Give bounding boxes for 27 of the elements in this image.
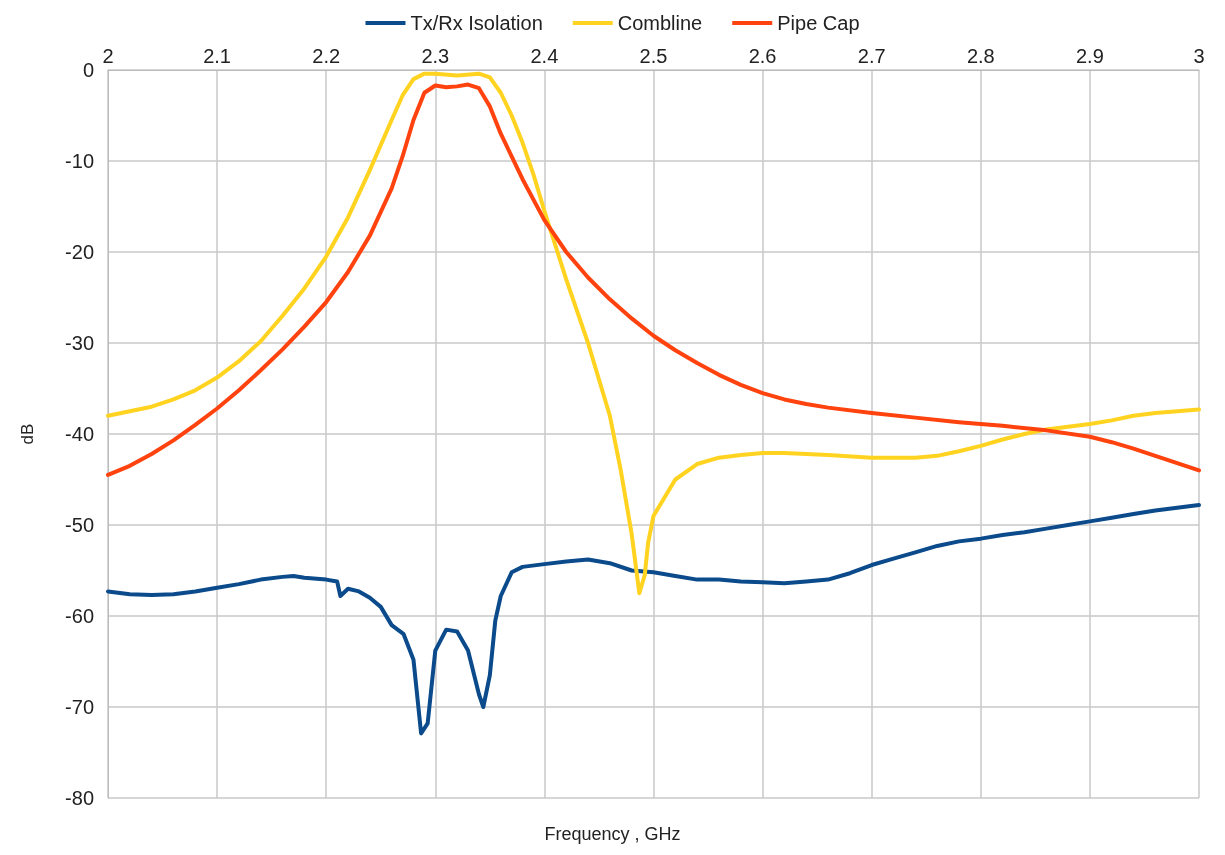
x-tick-label: 2.5 (639, 45, 668, 67)
legend-label: Combline (617, 12, 703, 34)
y-tick-label: -20 (65, 241, 94, 263)
line-series (106, 82, 1201, 477)
x-axis-title: Frequency , GHz (544, 824, 681, 844)
x-tick-label: 2.1 (203, 45, 232, 67)
y-tick-label: 0 (82, 59, 94, 81)
line-series (106, 502, 1201, 736)
x-tick-label: 2.3 (421, 45, 450, 67)
x-tick-label: 2.2 (312, 45, 341, 67)
x-tick-label: 3 (1193, 45, 1205, 67)
legend-label: Tx/Rx Isolation (410, 12, 543, 34)
y-tick-label: -60 (65, 605, 94, 627)
x-tick-label: 2.9 (1075, 45, 1104, 67)
y-tick-label: -80 (65, 787, 94, 809)
y-tick-label: -70 (65, 696, 94, 718)
x-tick-label: 2.6 (748, 45, 777, 67)
y-tick-label: -10 (65, 150, 94, 172)
x-tick-label: 2.7 (857, 45, 886, 67)
y-axis-title: dB (18, 423, 37, 445)
x-tick-label: 2.4 (530, 45, 559, 67)
legend-label: Pipe Cap (777, 12, 860, 34)
y-tick-label: -50 (65, 514, 94, 536)
y-tick-label: -40 (65, 423, 94, 445)
y-tick-label: -30 (65, 332, 94, 354)
x-tick-label: 2.8 (966, 45, 995, 67)
x-tick-label: 2 (102, 45, 114, 67)
